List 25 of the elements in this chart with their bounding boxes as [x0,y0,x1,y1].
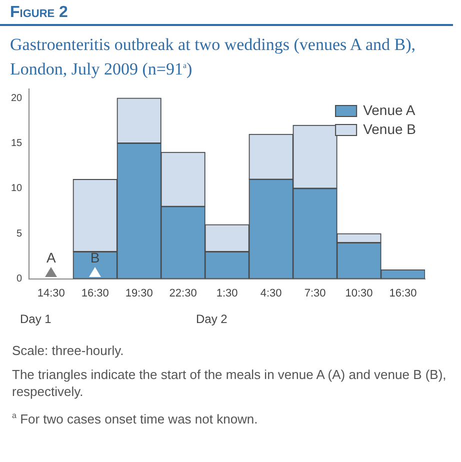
x-tick-label: 10:30 [345,287,373,300]
text: Scale: three-hourly. [12,342,125,359]
text: Day 1 [20,312,52,326]
y-tick-label: 5 [16,228,23,240]
x-tick-label: 16:30 [81,287,109,300]
text: The triangles indicate the start of the meals in venue A (A) and venue B (B), respectively. [12,366,448,400]
annotation: B [90,249,100,266]
text: $^{a}$ For two cases onset time was not known. [12,410,259,427]
y-tick-label: 0 [16,273,23,284]
x-tick-label: 22:30 [169,287,197,300]
x-tick-label: 1:30 [216,287,238,300]
legend-label: Venue B [363,120,416,137]
text: Day 2 [196,312,228,326]
y-tick-label: 15 [11,138,23,149]
caption: Figure 2 [0,0,453,26]
x-tick-label: 16:30 [389,287,417,300]
chart-title: Gastroenteritis outbreak at two weddings (venues A and B), London, July 2009 (n=91$^{a}$) [10,34,417,80]
annotation: A [46,249,56,266]
x-tick-label: 4:30 [260,287,282,300]
y-tick-label: 10 [11,182,23,194]
x-tick-label: 7:30 [304,287,326,300]
legend-label: Venue A [363,102,416,118]
x-tick-label: 14:30 [37,287,65,300]
x-tick-label: 19:30 [125,287,153,300]
y-tick-label: 20 [11,92,23,104]
